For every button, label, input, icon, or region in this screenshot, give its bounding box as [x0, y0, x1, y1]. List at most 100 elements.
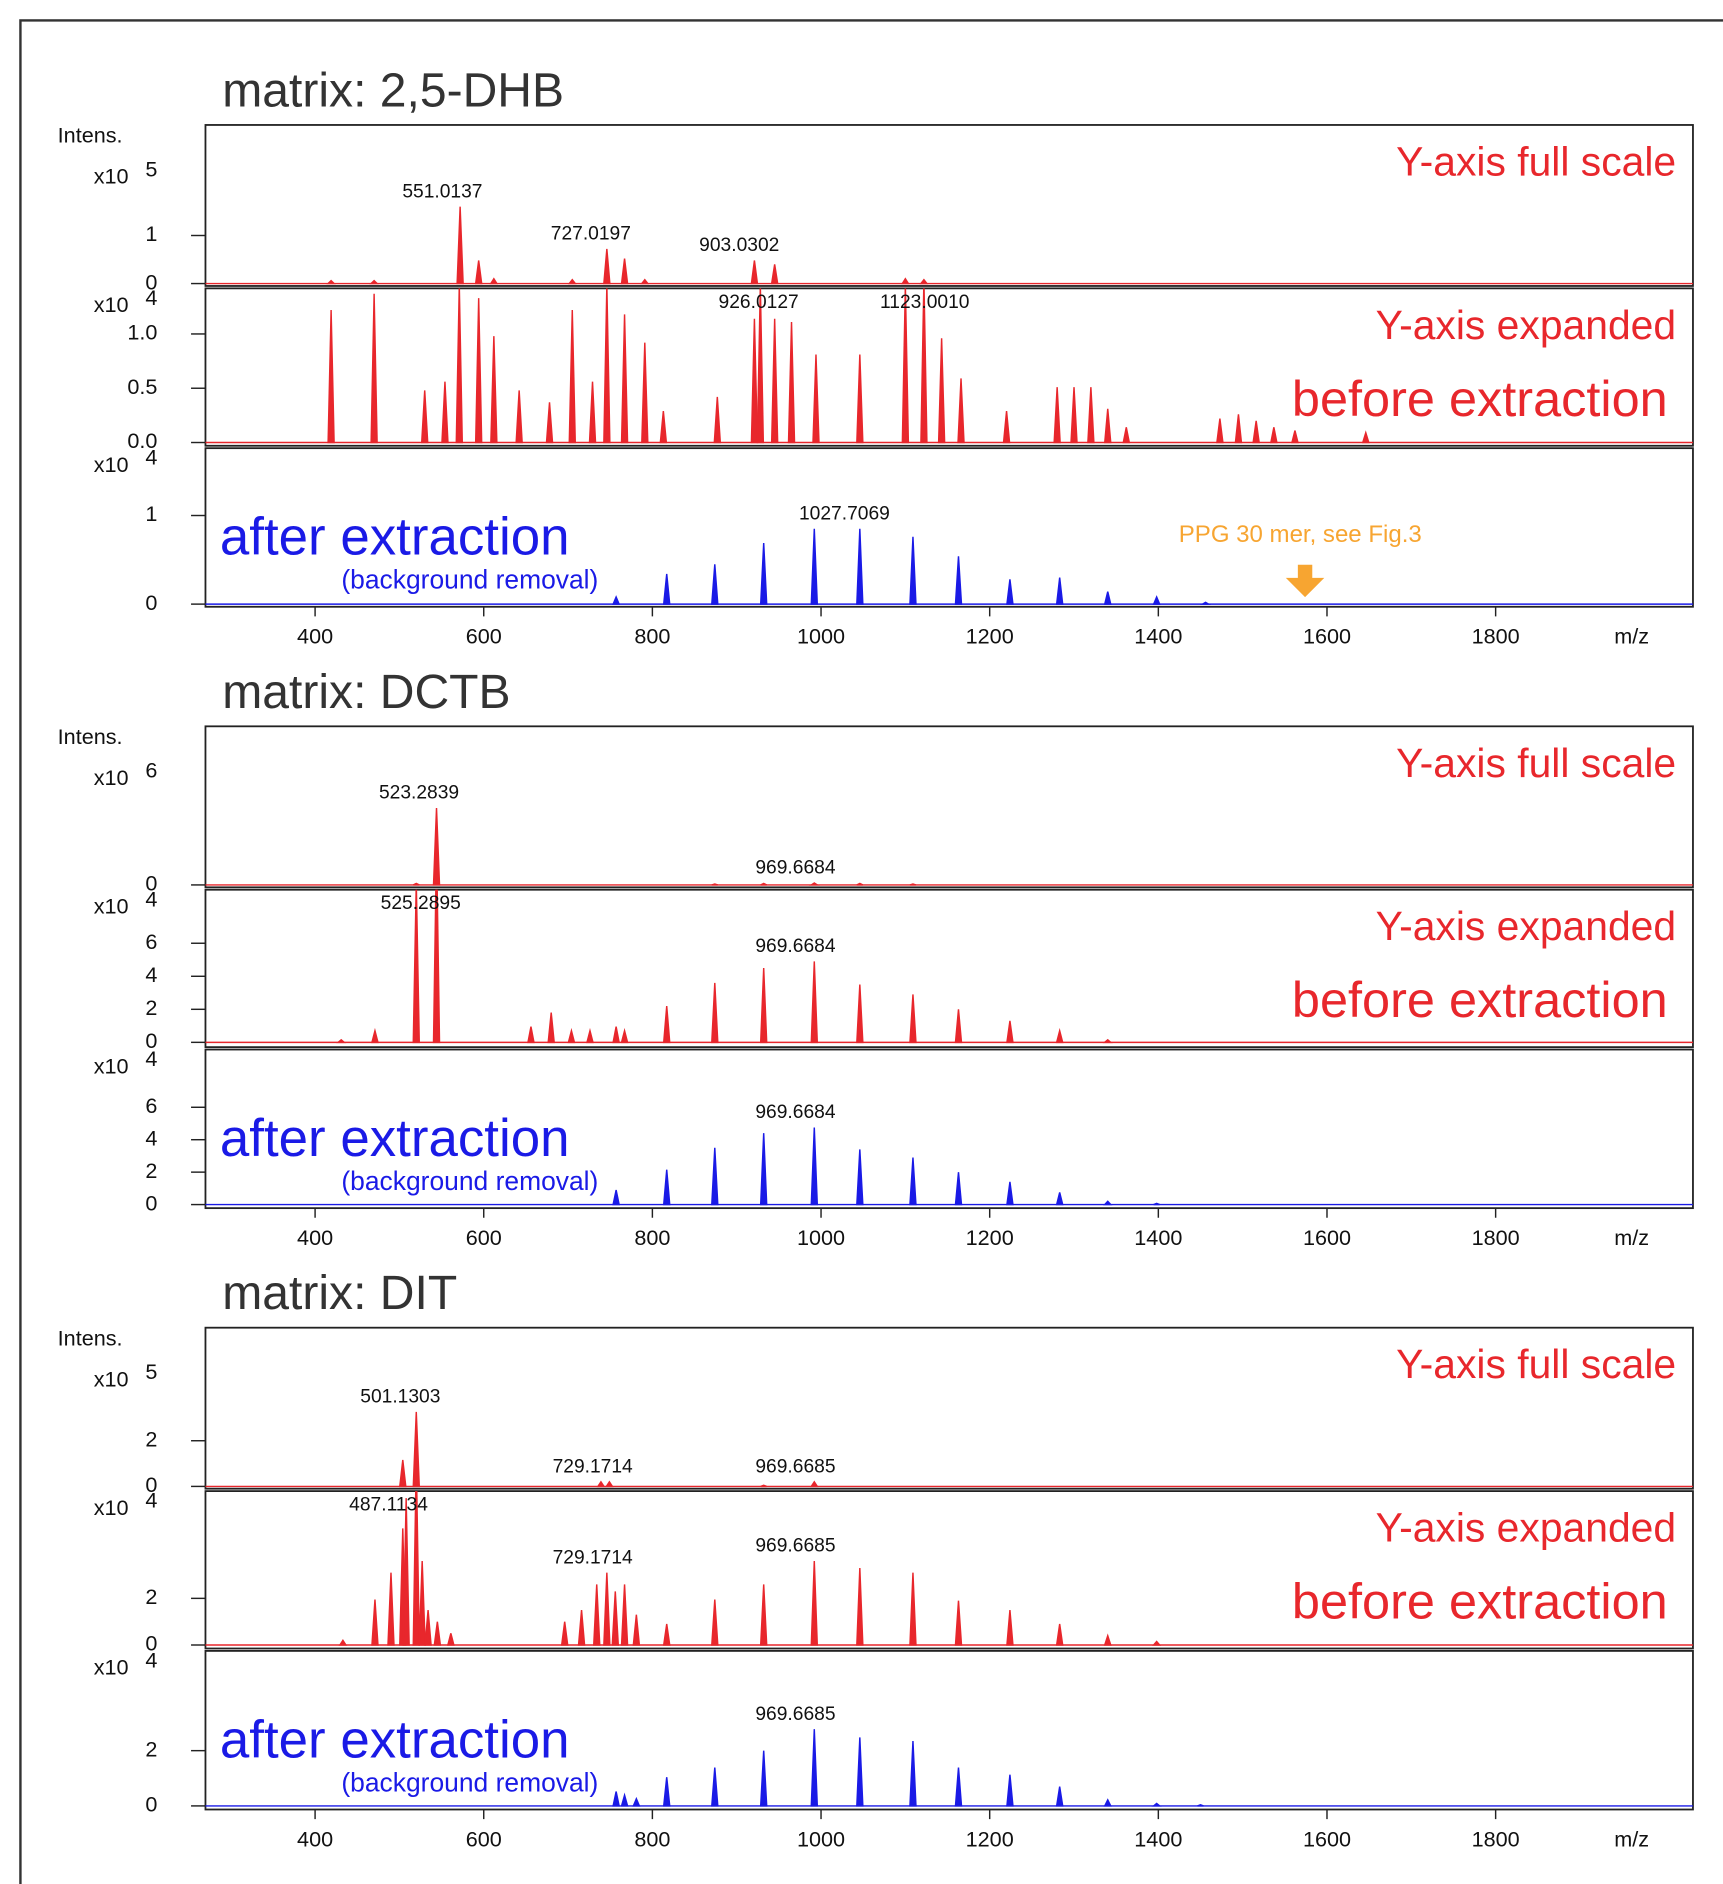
- peak: [1122, 427, 1131, 444]
- peak-label: 501.1303: [360, 1387, 440, 1408]
- peak: [1002, 410, 1011, 444]
- peak: [856, 528, 864, 605]
- peak: [588, 381, 597, 444]
- peak-label: 1027.7069: [799, 503, 890, 524]
- y-tick-label: 2: [145, 1584, 157, 1609]
- peak: [856, 984, 864, 1044]
- y-tick-label: 2: [145, 1158, 157, 1183]
- peak: [577, 1609, 586, 1646]
- peak: [1055, 1027, 1064, 1044]
- y-scale: x10: [94, 1495, 129, 1520]
- peak-label: 727.0197: [551, 224, 631, 245]
- peak: [713, 396, 722, 444]
- peak: [711, 1767, 719, 1807]
- peak-label: 729.1714: [553, 1457, 633, 1478]
- peak: [1234, 414, 1243, 444]
- frame: [19, 19, 1723, 1884]
- x-tick-label: 1600: [1303, 1826, 1351, 1851]
- x-tick-label: 1600: [1303, 1225, 1351, 1250]
- peak: [586, 1027, 594, 1044]
- y-scale: x10: [94, 893, 129, 918]
- peak: [1006, 1020, 1014, 1044]
- y-axis-label: Intens.: [58, 724, 123, 749]
- peak: [1103, 1798, 1112, 1807]
- peak: [770, 264, 779, 285]
- x-axis-label: m/z: [1614, 1225, 1649, 1250]
- panel-box: [204, 725, 1694, 889]
- x-tick-label: 600: [466, 1225, 502, 1250]
- peak: [592, 1584, 601, 1646]
- peak: [455, 288, 464, 444]
- peak: [603, 248, 611, 285]
- peak: [750, 260, 759, 285]
- state-note: before extraction: [1292, 1573, 1668, 1630]
- peak: [810, 1561, 819, 1646]
- y-tick-label: 4: [145, 1125, 157, 1150]
- scale-note: Y-axis full scale: [1396, 740, 1676, 786]
- y-exponent: 4: [145, 445, 157, 470]
- y-exponent: 5: [145, 156, 157, 181]
- peak: [909, 994, 917, 1044]
- state-note: before extraction: [1292, 971, 1668, 1028]
- peak: [856, 1737, 864, 1807]
- peak: [474, 260, 483, 285]
- peak: [1252, 420, 1260, 444]
- panel-box: [204, 1490, 1694, 1650]
- peak: [812, 354, 820, 444]
- peak-label: 926.0127: [719, 292, 799, 313]
- x-tick-label: 600: [466, 624, 502, 649]
- peak: [398, 1459, 407, 1488]
- peak: [810, 1127, 819, 1206]
- peak: [1055, 1192, 1064, 1206]
- y-tick-label: 2: [145, 995, 157, 1020]
- peak: [957, 378, 965, 444]
- x-tick-label: 800: [634, 624, 670, 649]
- x-axis-label: m/z: [1614, 624, 1649, 649]
- scale-note: Y-axis full scale: [1396, 1341, 1676, 1387]
- peak: [412, 1411, 421, 1488]
- peak-label: 969.6684: [755, 858, 835, 879]
- peak-label: 903.0302: [699, 235, 779, 256]
- peak: [1103, 1633, 1112, 1646]
- y-tick-label: 0.0: [127, 428, 157, 453]
- peak: [474, 298, 483, 444]
- peak: [662, 1005, 671, 1044]
- peak: [810, 1729, 819, 1807]
- annotation-arrow: [1285, 564, 1325, 598]
- peak: [1006, 1774, 1014, 1807]
- peak-label: 523.2839: [379, 783, 459, 804]
- peak: [759, 542, 768, 605]
- peak-label: 729.1714: [553, 1547, 633, 1568]
- peak-label: 969.6684: [755, 1102, 835, 1123]
- peak: [1055, 1623, 1064, 1646]
- peak: [1006, 1609, 1014, 1646]
- y-scale: x10: [94, 765, 129, 790]
- state-note: before extraction: [1292, 370, 1668, 427]
- peak-label: 1123.0010: [880, 292, 969, 313]
- panel-box: [204, 1650, 1694, 1811]
- peak: [527, 1026, 535, 1044]
- peak: [711, 982, 719, 1044]
- peak: [770, 318, 779, 444]
- peak: [856, 354, 864, 444]
- x-tick-label: 400: [297, 624, 333, 649]
- annotation: PPG 30 mer, see Fig.3: [1179, 521, 1422, 548]
- peak: [456, 206, 464, 285]
- panel-box: [204, 1326, 1694, 1490]
- y-tick-label: 0: [145, 1631, 157, 1656]
- y-tick-label: 0: [145, 1472, 157, 1497]
- peak: [402, 1498, 410, 1646]
- peak: [1269, 427, 1278, 444]
- peak: [759, 1133, 768, 1206]
- peak: [787, 322, 796, 444]
- peak: [327, 310, 335, 444]
- y-exponent: 4: [145, 1488, 157, 1513]
- y-tick-label: 0: [145, 871, 157, 896]
- peak: [954, 1767, 963, 1807]
- peak: [1103, 591, 1112, 605]
- peak-label: 551.0137: [402, 181, 482, 202]
- x-tick-label: 1000: [797, 1225, 845, 1250]
- peak: [1006, 579, 1014, 605]
- peak: [371, 1599, 379, 1646]
- y-tick-label: 1.0: [127, 320, 157, 345]
